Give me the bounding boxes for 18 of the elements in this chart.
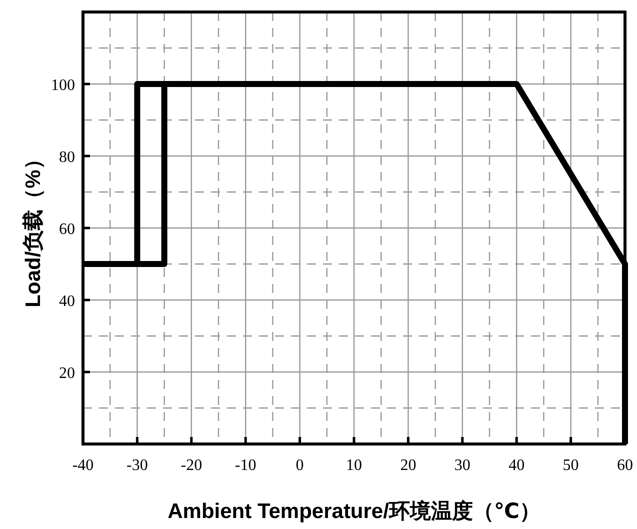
x-axis-title: Ambient Temperature/环境温度（℃） [168,499,540,523]
x-tick-label: -30 [126,457,148,474]
y-tick-label: 100 [51,77,75,94]
x-tick-label: 50 [562,457,579,474]
y-tick-label: 60 [59,221,75,238]
x-tick-label: 0 [296,457,304,474]
x-tick-label: -10 [234,457,256,474]
x-tick-label: 20 [400,457,416,474]
y-tick-label: 80 [59,149,75,166]
x-tick-label: -20 [180,457,202,474]
x-tick-label: 30 [454,457,470,474]
y-tick-label: 40 [59,293,75,310]
y-axis-title: Load/负载（%） [22,148,45,308]
x-tick-label: -40 [72,457,94,474]
x-tick-label: 10 [346,457,362,474]
x-tick-label: 40 [508,457,525,474]
y-tick-label: 20 [59,365,75,382]
x-tick-label: 60 [617,457,633,474]
